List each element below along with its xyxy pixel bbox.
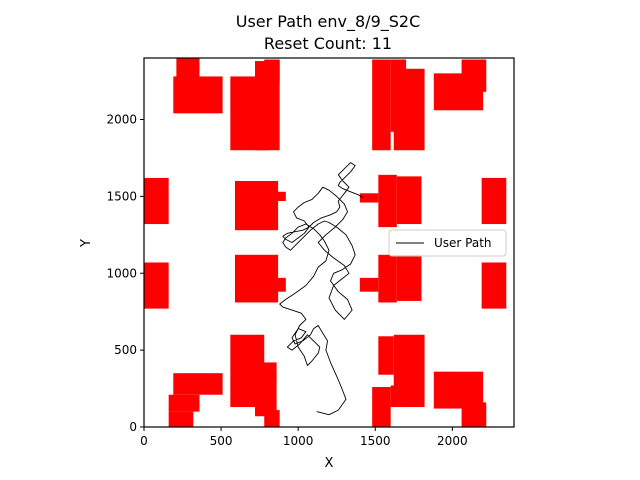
chart-subtitle: Reset Count: 11 [264, 34, 392, 53]
obstacle-block [481, 262, 507, 309]
path-layer [279, 162, 364, 416]
y-tick-label: 2000 [106, 113, 137, 127]
obstacle-block [173, 76, 223, 114]
x-tick-label: 2000 [437, 434, 468, 448]
obstacle-block [264, 59, 280, 83]
y-tick-label: 1000 [106, 266, 137, 280]
x-axis-ticks: 0 500 1000 1500 2000 [140, 427, 468, 448]
obstacle-block [144, 262, 169, 309]
obstacle-block [393, 68, 425, 151]
x-tick-label: 1000 [283, 434, 314, 448]
obstacle-block [144, 177, 169, 225]
y-tick-label: 1500 [106, 189, 137, 203]
obstacle-block [359, 193, 379, 203]
obstacle-block [372, 387, 391, 427]
chart-title: User Path env_8/9_S2C [236, 12, 421, 32]
obstacle-block [378, 174, 397, 228]
obstacle-block [461, 402, 487, 427]
legend: User Path [388, 229, 507, 257]
obstacle-block [255, 362, 277, 417]
obstacle-block [270, 277, 286, 292]
obstacle-block [396, 254, 422, 301]
legend-label-user-path: User Path [434, 236, 492, 250]
obstacle-block [168, 411, 194, 427]
obstacle-block [168, 394, 200, 412]
obstacle-layer [144, 58, 507, 427]
obstacle-block [461, 59, 487, 92]
x-axis-label: X [325, 456, 334, 471]
obstacle-block [481, 177, 507, 225]
x-tick-label: 1500 [360, 434, 391, 448]
y-tick-label: 0 [129, 420, 137, 434]
obstacle-block [372, 59, 391, 151]
obstacle-block [234, 181, 279, 231]
x-tick-label: 500 [210, 434, 233, 448]
obstacle-block [173, 373, 223, 395]
obstacle-block [396, 176, 422, 225]
y-axis-label: Y [79, 239, 94, 248]
obstacle-block [359, 277, 379, 292]
plot-frame [143, 57, 515, 428]
obstacle-block [270, 191, 286, 201]
x-tick-label: 0 [140, 434, 148, 448]
obstacle-block [378, 254, 397, 303]
obstacle-block [378, 336, 394, 375]
obstacle-block [393, 334, 425, 408]
obstacle-block [264, 410, 280, 427]
y-tick-label: 500 [114, 343, 137, 357]
y-axis-ticks: 0 500 1000 1500 2000 [106, 113, 144, 434]
legend-box [388, 229, 507, 257]
obstacle-block [273, 373, 277, 381]
user-path-line [279, 162, 364, 416]
